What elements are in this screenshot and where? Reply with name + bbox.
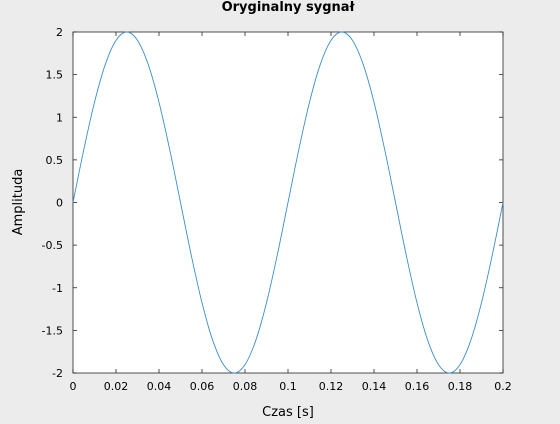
x-tick-label: 0.16	[405, 380, 430, 393]
y-tick-label: -2	[52, 367, 63, 380]
axis-ticks	[72, 31, 504, 374]
x-tick-label: 0.12	[319, 380, 344, 393]
x-tick-label: 0.18	[448, 380, 473, 393]
y-tick-label: 1	[56, 111, 63, 124]
y-tick-label: -1	[52, 282, 63, 295]
x-tick-label: 0.06	[190, 380, 215, 393]
x-tick-label: 0.04	[147, 380, 172, 393]
y-tick-label: 0	[56, 197, 63, 210]
y-tick-label: 0.5	[46, 154, 64, 167]
x-tick-labels: 0 0.02 0.04 0.06 0.08 0.1 0.12 0.14 0.16 0.18 0.2	[70, 380, 512, 393]
y-tick-label: -1.5	[42, 324, 63, 337]
y-tick-label: 2	[56, 26, 63, 39]
y-tick-label: -0.5	[42, 239, 63, 252]
x-tick-label: 0.02	[104, 380, 129, 393]
x-tick-label: 0.1	[279, 380, 297, 393]
x-tick-label: 0.08	[233, 380, 258, 393]
series-line	[72, 31, 504, 374]
y-axis-label: Amplituda	[11, 169, 26, 236]
x-tick-label: 0.14	[362, 380, 387, 393]
y-tick-labels: -2 -1.5 -1 -0.5 0 0.5 1 1.5 2	[42, 26, 63, 380]
chart-title: Oryginalny sygnał	[222, 0, 356, 15]
x-tick-label: 0.2	[494, 380, 512, 393]
x-tick-label: 0	[70, 380, 77, 393]
series-layer	[72, 31, 504, 374]
y-tick-label: 1.5	[46, 69, 64, 82]
x-axis-label: Czas [s]	[262, 405, 314, 420]
